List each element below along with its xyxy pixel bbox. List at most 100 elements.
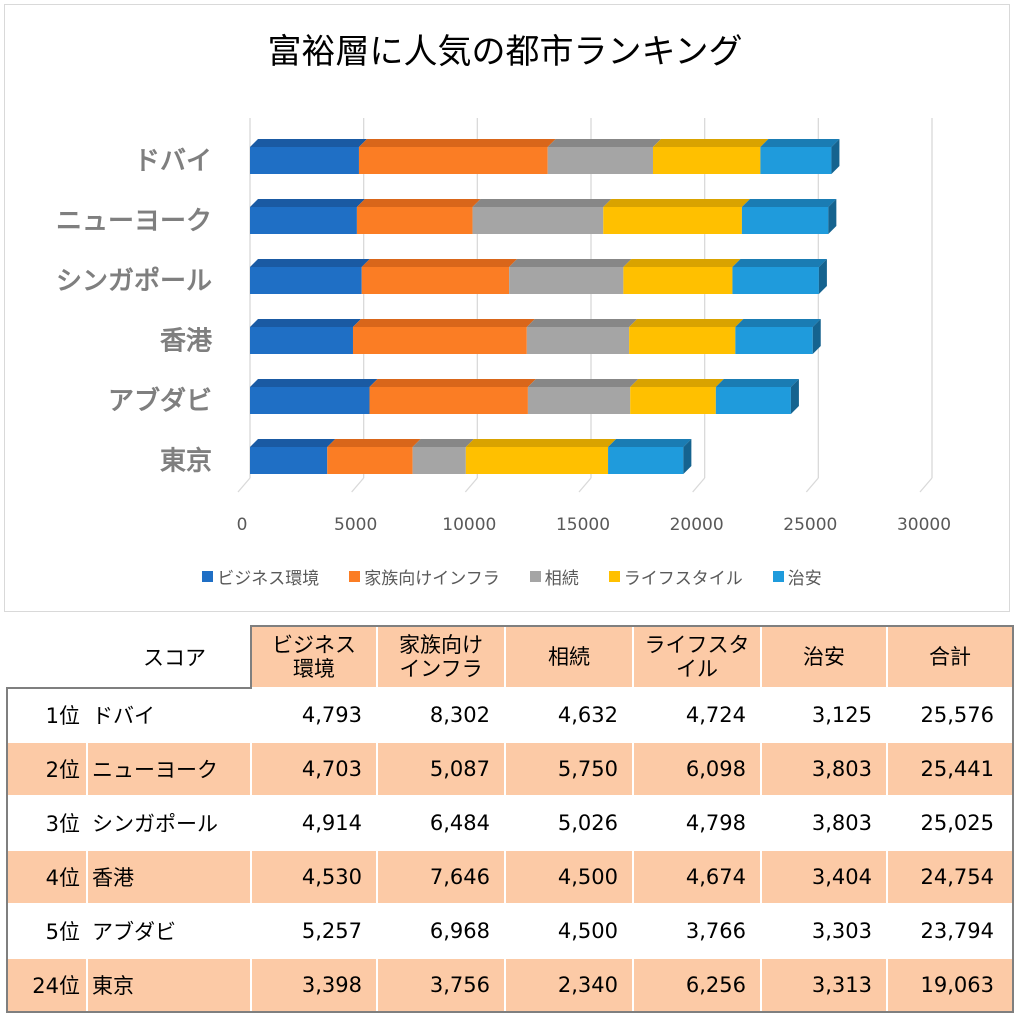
- bar-segment-top: [715, 379, 799, 387]
- score-cell: 7,646: [376, 849, 505, 904]
- score-cell: 4,500: [504, 903, 633, 958]
- bar-segment-top: [250, 319, 361, 327]
- bar-segment: [527, 387, 631, 414]
- column-header: 相続: [504, 625, 633, 688]
- city-cell: シンガポール: [86, 795, 251, 850]
- bar-segment: [250, 207, 357, 234]
- bar-segment-top: [509, 259, 632, 267]
- bar-segment-top: [547, 139, 661, 147]
- legend-item: 治安: [772, 564, 822, 589]
- score-cell: 3,803: [760, 741, 887, 796]
- header-line: 合計: [929, 645, 971, 669]
- bar-segment: [608, 447, 684, 474]
- header-line: イル: [676, 657, 718, 681]
- legend-item: 家族向けインフラ: [349, 564, 500, 589]
- total-cell: 25,025: [886, 795, 1014, 850]
- bar-segment-top: [250, 139, 367, 147]
- score-cell: 3,303: [760, 903, 887, 958]
- city-cell: ニューヨーク: [86, 741, 251, 796]
- x-tick-label: 10000: [442, 515, 496, 535]
- bar-segment: [361, 267, 510, 294]
- score-cell: 4,674: [632, 849, 761, 904]
- header-line: 家族向け: [399, 633, 483, 657]
- bar-segment-top: [735, 319, 821, 327]
- x-tick-label: 30000: [897, 515, 951, 535]
- chart-panel: [4, 4, 1010, 612]
- bar-segment: [250, 147, 359, 174]
- bar-segment-top: [358, 139, 556, 147]
- score-cell: 4,798: [632, 795, 761, 850]
- bar-segment: [526, 327, 630, 354]
- bar-segment: [629, 327, 736, 354]
- stacked-bar-chart: 0 5000 10000 15000 20000 25000 30000 ドバイニューヨークシ…: [56, 118, 951, 535]
- chart-title: 富裕層に人気の都市ランキング: [267, 32, 743, 72]
- score-cell: 4,914: [250, 795, 377, 850]
- total-cell: 24,754: [886, 849, 1014, 904]
- bar-segment: [465, 447, 609, 474]
- gridline-floor: [805, 477, 819, 493]
- score-cell: 3,803: [760, 795, 887, 850]
- column-header: 合計: [886, 625, 1014, 688]
- y-category-label: アブダビ: [108, 386, 212, 417]
- x-tick-label: 0: [237, 515, 248, 535]
- bar-segment: [603, 207, 742, 234]
- bar-segment: [356, 207, 473, 234]
- gridline-floor: [919, 477, 933, 493]
- y-category-label: ドバイ: [134, 147, 212, 177]
- x-tick-label: 15000: [556, 515, 610, 535]
- score-cell: 4,793: [250, 687, 377, 742]
- table-corner-label: スコア: [7, 626, 251, 689]
- x-tick-label: 25000: [783, 515, 837, 535]
- table-row: 1位 ドバイ 4,793 8,302 4,632 4,724 3,125 25,576: [6, 687, 1014, 742]
- column-header: ビジネス 環境: [250, 625, 377, 688]
- total-cell: 19,063: [886, 957, 1014, 1013]
- bar-segment: [652, 147, 761, 174]
- bar-segment-top: [327, 439, 421, 447]
- score-cell: 5,750: [504, 741, 633, 796]
- score-cell: 3,313: [760, 957, 887, 1013]
- legend-label: 治安: [787, 569, 822, 589]
- bar-end-face: [790, 379, 799, 414]
- bar-segment: [412, 447, 466, 474]
- bar-segment-top: [630, 379, 724, 387]
- bar-segment-top: [760, 139, 840, 147]
- bar-segment: [630, 387, 716, 414]
- bar-segment-top: [250, 439, 336, 447]
- total-cell: 25,441: [886, 741, 1014, 796]
- x-tick-label: 5000: [334, 515, 377, 535]
- gridline-floor: [692, 477, 706, 493]
- rank-cell: 24位: [6, 957, 87, 1013]
- score-cell: 6,968: [376, 903, 505, 958]
- x-tick-label: 20000: [670, 515, 724, 535]
- legend-label: 相続: [544, 569, 579, 589]
- bar-end-face: [831, 139, 840, 174]
- rank-cell: 4位: [6, 849, 87, 904]
- legend-swatch: [349, 571, 361, 582]
- table-row: 24位 東京 3,398 3,756 2,340 6,256 3,313 19,063: [6, 957, 1014, 1013]
- rank-cell: 3位: [6, 795, 87, 850]
- bar-segment-top: [472, 199, 612, 207]
- bar-segment: [623, 267, 733, 294]
- total-cell: 25,576: [886, 687, 1014, 742]
- score-cell: 4,500: [504, 849, 633, 904]
- legend-swatch: [529, 571, 541, 582]
- score-cell: 4,632: [504, 687, 633, 742]
- bar-segment-top: [369, 379, 536, 387]
- score-cell: 8,302: [376, 687, 505, 742]
- bar-segment-top: [527, 379, 639, 387]
- table-header-row: スコア ビジネス 環境 家族向け インフラ 相続 ライフスタ イル 治安 合計: [7, 625, 1014, 689]
- bar-segment-top: [652, 139, 769, 147]
- bar-segment-top: [250, 379, 378, 387]
- header-line: 環境: [293, 657, 335, 681]
- score-cell: 3,404: [760, 849, 887, 904]
- header-line: ライフスタ: [644, 633, 750, 657]
- gridline-floor: [237, 477, 251, 493]
- score-cell: 3,125: [760, 687, 887, 742]
- bar-segment: [732, 267, 819, 294]
- table-row: 3位 シンガポール 4,914 6,484 5,026 4,798 3,803 25,025: [6, 795, 1014, 850]
- bar-end-face: [828, 199, 837, 234]
- score-cell: 3,398: [250, 957, 377, 1013]
- bar-segment-top: [361, 259, 518, 267]
- table-row: 5位 アブダビ 5,257 6,968 4,500 3,766 3,303 23,794: [6, 903, 1014, 958]
- bar-segment-top: [250, 199, 365, 207]
